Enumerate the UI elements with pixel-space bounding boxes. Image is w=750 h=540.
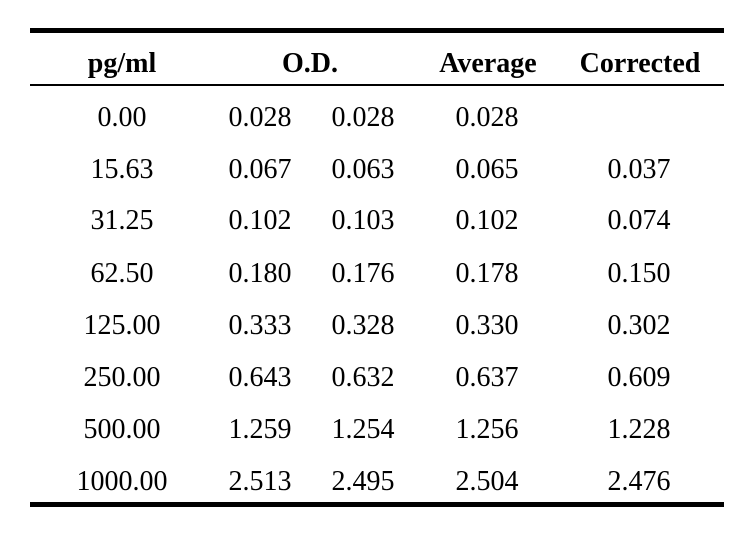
cell-od-1: 0.067 bbox=[228, 154, 292, 185]
cell-corrected: 0.074 bbox=[607, 205, 671, 236]
table-row: 31.25 0.102 0.103 0.102 0.074 bbox=[0, 201, 750, 241]
table-row: 0.00 0.028 0.028 0.028 bbox=[0, 98, 750, 138]
cell-corrected: 0.302 bbox=[607, 310, 671, 341]
cell-corrected: 0.037 bbox=[607, 154, 671, 185]
cell-concentration: 125.00 bbox=[83, 310, 161, 341]
cell-od-1: 0.102 bbox=[228, 205, 292, 236]
cell-od-2: 0.028 bbox=[331, 102, 395, 133]
table-row: 500.00 1.259 1.254 1.256 1.228 bbox=[0, 410, 750, 450]
cell-od-1: 1.259 bbox=[228, 414, 292, 445]
header-od: O.D. bbox=[282, 48, 338, 79]
cell-concentration: 62.50 bbox=[90, 258, 154, 289]
cell-concentration: 500.00 bbox=[83, 414, 161, 445]
cell-corrected: 0.150 bbox=[607, 258, 671, 289]
cell-concentration: 0.00 bbox=[97, 102, 147, 133]
header-average: Average bbox=[439, 48, 537, 79]
header-corrected: Corrected bbox=[579, 48, 701, 79]
cell-od-2: 1.254 bbox=[331, 414, 395, 445]
cell-concentration: 15.63 bbox=[90, 154, 154, 185]
cell-corrected: 0.609 bbox=[607, 362, 671, 393]
bottom-rule bbox=[30, 502, 724, 507]
cell-average: 2.504 bbox=[455, 466, 519, 497]
table-row: 62.50 0.180 0.176 0.178 0.150 bbox=[0, 254, 750, 294]
cell-concentration: 31.25 bbox=[90, 205, 154, 236]
cell-average: 1.256 bbox=[455, 414, 519, 445]
cell-od-2: 0.328 bbox=[331, 310, 395, 341]
cell-od-2: 2.495 bbox=[331, 466, 395, 497]
cell-average: 0.330 bbox=[455, 310, 519, 341]
cell-average: 0.102 bbox=[455, 205, 519, 236]
cell-od-2: 0.632 bbox=[331, 362, 395, 393]
cell-od-1: 0.333 bbox=[228, 310, 292, 341]
header-rule bbox=[30, 84, 724, 86]
cell-od-1: 2.513 bbox=[228, 466, 292, 497]
cell-od-1: 0.643 bbox=[228, 362, 292, 393]
cell-concentration: 1000.00 bbox=[76, 466, 168, 497]
cell-concentration: 250.00 bbox=[83, 362, 161, 393]
table-row: 250.00 0.643 0.632 0.637 0.609 bbox=[0, 358, 750, 398]
cell-od-2: 0.176 bbox=[331, 258, 395, 289]
cell-od-2: 0.103 bbox=[331, 205, 395, 236]
table-row: 125.00 0.333 0.328 0.330 0.302 bbox=[0, 306, 750, 346]
cell-od-2: 0.063 bbox=[331, 154, 395, 185]
table-row: 15.63 0.067 0.063 0.065 0.037 bbox=[0, 150, 750, 190]
top-rule bbox=[30, 28, 724, 33]
cell-od-1: 0.028 bbox=[228, 102, 292, 133]
cell-corrected: 2.476 bbox=[607, 466, 671, 497]
cell-average: 0.178 bbox=[455, 258, 519, 289]
header-concentration: pg/ml bbox=[87, 48, 157, 79]
cell-average: 0.028 bbox=[455, 102, 519, 133]
cell-average: 0.637 bbox=[455, 362, 519, 393]
cell-average: 0.065 bbox=[455, 154, 519, 185]
cell-od-1: 0.180 bbox=[228, 258, 292, 289]
table-row: 1000.00 2.513 2.495 2.504 2.476 bbox=[0, 462, 750, 502]
cell-corrected: 1.228 bbox=[607, 414, 671, 445]
